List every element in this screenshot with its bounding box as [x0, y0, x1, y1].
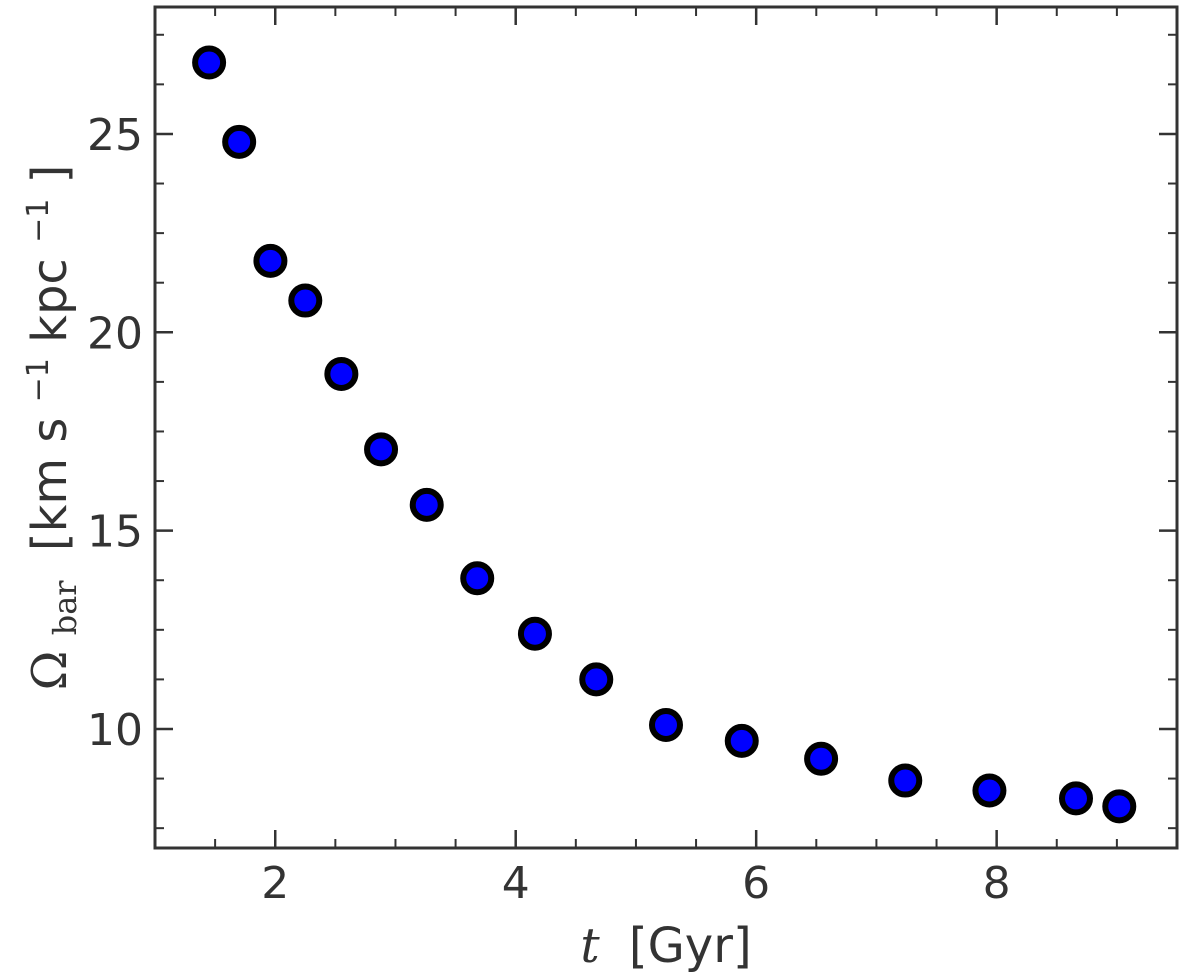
y-tick-label: 10: [87, 705, 143, 756]
data-point: [222, 124, 257, 159]
x-axis-label: t [Gyr]: [580, 918, 751, 973]
x-tick-label: 8: [983, 858, 1011, 909]
data-point: [253, 243, 288, 278]
data-point: [888, 763, 923, 798]
y-axis-label: Ω bar [km s −1 kpc −1 ]: [4, 165, 88, 691]
data-point: [460, 561, 495, 596]
x-axis-variable: t: [580, 918, 600, 973]
data-point: [324, 356, 359, 391]
x-tick-label: 2: [261, 858, 289, 909]
data-point: [579, 662, 614, 697]
y-axis-symbol: Ω: [22, 651, 78, 691]
data-point: [1102, 789, 1137, 824]
data-point: [804, 741, 839, 776]
x-axis-unit: [Gyr]: [629, 918, 752, 973]
data-point: [409, 487, 444, 522]
data-point: [724, 723, 759, 758]
data-point: [364, 432, 399, 467]
data-point: [288, 283, 323, 318]
tick-labels: 2 4 6 8 10 15 20 25: [87, 110, 1011, 909]
y-tick-label: 20: [87, 308, 143, 359]
plot-frame: [153, 5, 1179, 850]
data-point: [649, 708, 683, 743]
x-tick-label: 4: [502, 858, 530, 909]
y-tick-label: 25: [87, 110, 143, 161]
data-points: [192, 45, 1137, 824]
y-axis-unit-exp2: −1: [21, 199, 56, 243]
major-ticks: [155, 7, 1177, 848]
y-tick-label: 15: [87, 507, 143, 558]
data-point: [192, 45, 227, 80]
y-axis-unit-suffix: ]: [22, 165, 78, 184]
y-axis-unit-prefix: [km s: [22, 418, 78, 552]
x-tick-label: 6: [742, 858, 770, 909]
y-axis-unit-mid: kpc: [22, 258, 78, 343]
data-point: [517, 616, 552, 651]
data-point: [972, 773, 1007, 808]
y-axis-subscript: bar: [46, 580, 84, 636]
y-axis-unit-exp1: −1: [21, 358, 56, 402]
data-point: [1059, 781, 1094, 816]
